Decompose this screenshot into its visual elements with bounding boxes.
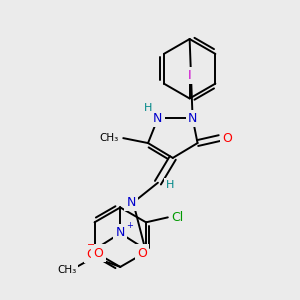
Text: −: − xyxy=(86,240,94,250)
Text: O: O xyxy=(222,132,232,145)
Text: N: N xyxy=(188,112,197,125)
Text: H: H xyxy=(166,180,174,190)
Text: O: O xyxy=(137,247,147,260)
Text: H: H xyxy=(144,103,152,113)
Text: N: N xyxy=(153,112,163,125)
Text: Cl: Cl xyxy=(172,211,184,224)
Text: O: O xyxy=(94,247,103,260)
Text: CH₃: CH₃ xyxy=(57,265,76,275)
Text: N: N xyxy=(116,226,125,239)
Text: +: + xyxy=(126,221,133,230)
Text: I: I xyxy=(188,69,191,82)
Text: N: N xyxy=(127,196,136,209)
Text: CH₃: CH₃ xyxy=(100,133,119,143)
Text: O: O xyxy=(87,248,97,260)
